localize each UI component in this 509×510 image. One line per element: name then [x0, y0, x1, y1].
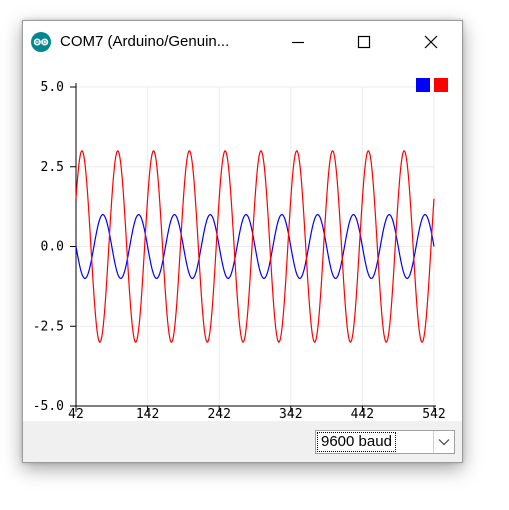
plot-area: 5.0 2.5 0.0 -2.5 -5.0 42 142 242 342 442 542 [23, 63, 462, 422]
x-tick-label: 442 [351, 407, 374, 421]
minimize-button[interactable] [275, 21, 321, 63]
serial-plot: 5.0 2.5 0.0 -2.5 -5.0 42 142 242 342 442 542 [33, 78, 448, 422]
x-tick-label: 242 [207, 407, 230, 421]
baud-rate-select[interactable]: 9600 baud [315, 430, 455, 454]
title-bar[interactable]: COM7 (Arduino/Genuin... [23, 21, 462, 63]
bottom-bar: 9600 baud [23, 421, 462, 462]
close-button[interactable] [408, 21, 454, 63]
maximize-button[interactable] [341, 21, 387, 63]
maximize-icon [357, 35, 371, 49]
chevron-down-icon[interactable] [433, 431, 454, 453]
y-tick-label: 5.0 [41, 80, 64, 95]
close-icon [424, 35, 438, 49]
series-line-red [75, 150, 435, 343]
y-tick-label: -5.0 [33, 399, 64, 414]
window-title: COM7 (Arduino/Genuin... [60, 33, 230, 50]
x-tick-label: 142 [136, 407, 159, 421]
series-line-blue [75, 214, 435, 279]
x-tick-label: 342 [279, 407, 302, 421]
y-tick-label: 2.5 [41, 160, 64, 175]
arduino-icon [31, 32, 51, 52]
legend-swatch-red [434, 78, 448, 92]
legend-swatch-blue [416, 78, 430, 92]
y-tick-label: 0.0 [41, 240, 64, 255]
x-tick-label: 42 [68, 407, 84, 421]
baud-rate-value: 9600 baud [317, 432, 396, 452]
serial-plotter-window: COM7 (Arduino/Genuin... 5.0 2.5 0.0 -2.5 -5.… [22, 20, 463, 463]
minimize-icon [292, 41, 304, 44]
y-tick-label: -2.5 [33, 319, 64, 334]
x-tick-label: 542 [422, 407, 445, 421]
